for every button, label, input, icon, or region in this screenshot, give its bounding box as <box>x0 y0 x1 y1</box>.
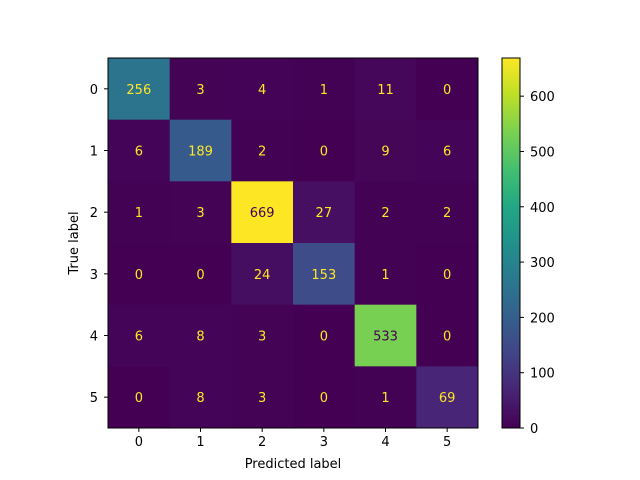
cell-2-3 <box>293 181 356 244</box>
cell-value-0-0: 256 <box>126 83 151 98</box>
cell-3-2 <box>231 243 294 306</box>
cell-4-3 <box>293 304 356 367</box>
cell-1-4 <box>354 119 417 182</box>
cell-1-0 <box>108 119 171 182</box>
x-tick-label-4: 4 <box>381 435 389 450</box>
colorbar-tick-label-0: 0 <box>530 422 538 437</box>
cell-value-3-5: 0 <box>443 268 451 283</box>
cell-value-3-3: 153 <box>311 268 336 283</box>
cell-value-2-5: 2 <box>443 206 451 221</box>
cell-1-3 <box>293 119 356 182</box>
cell-value-1-2: 2 <box>258 145 266 160</box>
x-tick-label-5: 5 <box>443 435 451 450</box>
cell-0-0 <box>108 58 171 121</box>
cell-2-1 <box>169 181 232 244</box>
cell-value-0-4: 11 <box>377 83 394 98</box>
y-tick-label-5: 5 <box>90 391 98 406</box>
cell-3-0 <box>108 243 171 306</box>
colorbar-tick-label-6: 600 <box>530 90 555 105</box>
cell-0-1 <box>169 58 232 121</box>
cell-value-5-3: 0 <box>320 391 328 406</box>
cell-1-2 <box>231 119 294 182</box>
colorbar-tick-label-3: 300 <box>530 256 555 271</box>
x-tick-label-0: 0 <box>135 435 143 450</box>
cell-value-1-4: 9 <box>381 145 389 160</box>
cell-value-0-5: 0 <box>443 83 451 98</box>
cell-5-3 <box>293 366 356 429</box>
cell-2-4 <box>354 181 417 244</box>
cell-4-0 <box>108 304 171 367</box>
cell-5-0 <box>108 366 171 429</box>
cell-5-5 <box>416 366 479 429</box>
cell-value-2-4: 2 <box>381 206 389 221</box>
cell-3-4 <box>354 243 417 306</box>
y-tick-label-2: 2 <box>90 206 98 221</box>
x-tick-label-1: 1 <box>196 435 204 450</box>
colorbar-tick-label-1: 100 <box>530 367 555 382</box>
cell-value-2-0: 1 <box>135 206 143 221</box>
x-axis-label: Predicted label <box>245 457 342 472</box>
cell-value-4-5: 0 <box>443 330 451 345</box>
cell-value-3-2: 24 <box>254 268 271 283</box>
cell-value-5-5: 69 <box>439 391 456 406</box>
cell-0-4 <box>354 58 417 121</box>
y-tick-label-3: 3 <box>90 268 98 283</box>
cell-5-1 <box>169 366 232 429</box>
cell-value-0-2: 4 <box>258 83 266 98</box>
cell-1-1 <box>169 119 232 182</box>
cell-5-2 <box>231 366 294 429</box>
y-tick-label-1: 1 <box>90 145 98 160</box>
cell-value-3-0: 0 <box>135 268 143 283</box>
cell-value-4-3: 0 <box>320 330 328 345</box>
cell-value-5-0: 0 <box>135 391 143 406</box>
cell-value-4-0: 6 <box>135 330 143 345</box>
cell-4-4 <box>354 304 417 367</box>
x-tick-label-2: 2 <box>258 435 266 450</box>
cell-2-2 <box>231 181 294 244</box>
cell-3-3 <box>293 243 356 306</box>
y-tick-label-0: 0 <box>90 83 98 98</box>
cell-value-1-3: 0 <box>320 145 328 160</box>
cell-4-1 <box>169 304 232 367</box>
cell-value-4-2: 3 <box>258 330 266 345</box>
cell-value-1-0: 6 <box>135 145 143 160</box>
cell-2-0 <box>108 181 171 244</box>
colorbar-tick-label-2: 200 <box>530 311 555 326</box>
cell-value-1-1: 189 <box>188 145 213 160</box>
colorbar <box>501 57 521 429</box>
cell-5-4 <box>354 366 417 429</box>
cell-value-4-4: 533 <box>373 330 398 345</box>
cell-2-5 <box>416 181 479 244</box>
cell-value-3-4: 1 <box>381 268 389 283</box>
cell-1-5 <box>416 119 479 182</box>
cell-value-0-3: 1 <box>320 83 328 98</box>
cell-value-1-5: 6 <box>443 145 451 160</box>
cell-value-5-1: 8 <box>196 391 204 406</box>
cell-value-2-2: 669 <box>250 206 275 221</box>
plot-frame <box>107 57 479 429</box>
cell-value-3-1: 0 <box>196 268 204 283</box>
colorbar-tick-label-4: 400 <box>530 201 555 216</box>
cell-0-3 <box>293 58 356 121</box>
y-axis-label: True label <box>67 211 82 275</box>
cell-4-2 <box>231 304 294 367</box>
cell-value-5-4: 1 <box>381 391 389 406</box>
cell-3-1 <box>169 243 232 306</box>
cell-0-5 <box>416 58 479 121</box>
y-tick-label-4: 4 <box>90 330 98 345</box>
cell-4-5 <box>416 304 479 367</box>
cell-value-2-1: 3 <box>196 206 204 221</box>
cell-0-2 <box>231 58 294 121</box>
cell-3-5 <box>416 243 479 306</box>
cell-value-2-3: 27 <box>316 206 333 221</box>
x-tick-label-3: 3 <box>320 435 328 450</box>
cell-value-4-1: 8 <box>196 330 204 345</box>
colorbar-tick-label-5: 500 <box>530 145 555 160</box>
cell-value-5-2: 3 <box>258 391 266 406</box>
cell-value-0-1: 3 <box>196 83 204 98</box>
